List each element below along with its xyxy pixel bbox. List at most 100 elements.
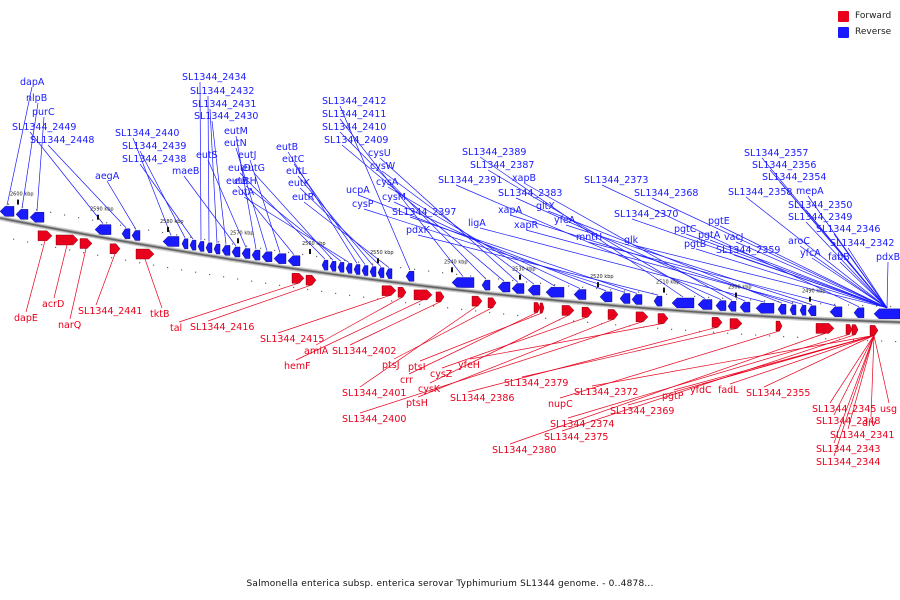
gene-label-eutl: eutL bbox=[286, 166, 308, 177]
scale-label: 2520 kbp bbox=[590, 274, 614, 280]
gene-arrow bbox=[135, 248, 155, 260]
leader-line bbox=[381, 170, 535, 285]
leader-line bbox=[25, 240, 46, 313]
leader-line bbox=[29, 131, 104, 224]
leader-line bbox=[235, 147, 268, 251]
gene-arrow bbox=[329, 261, 337, 272]
scale-dot bbox=[139, 262, 141, 264]
gene-arrow bbox=[181, 238, 189, 249]
gene-arrow bbox=[413, 289, 433, 301]
leader-line bbox=[833, 335, 875, 444]
gene-label-cysm: cysM bbox=[382, 192, 406, 203]
scale-dot bbox=[111, 257, 113, 259]
leader-line bbox=[139, 150, 186, 238]
gene-arrow bbox=[851, 324, 859, 335]
gene-label-sl1344_2375: SL1344_2375 bbox=[544, 432, 608, 443]
scale-dot bbox=[881, 340, 883, 342]
scale-dot bbox=[587, 321, 589, 323]
leader-line bbox=[886, 261, 889, 308]
gene-label-sl1344_2369: SL1344_2369 bbox=[610, 406, 674, 417]
gene-label-sl1344_2341: SL1344_2341 bbox=[830, 430, 894, 441]
scale-dot bbox=[321, 290, 323, 293]
leader-line bbox=[303, 201, 390, 268]
gene-label-cysk: cysK bbox=[418, 384, 441, 395]
gene-label-eute: eutE bbox=[226, 176, 248, 187]
gene-label-eutg: eutG bbox=[242, 163, 265, 174]
gene-label-sl1344_2402: SL1344_2402 bbox=[332, 346, 396, 357]
scale-dot bbox=[153, 264, 155, 266]
gene-arrow bbox=[727, 301, 737, 312]
scale-dot bbox=[349, 294, 351, 296]
scale-dot bbox=[391, 300, 393, 302]
gene-label-sl1344_2412: SL1344_2412 bbox=[322, 96, 386, 107]
leader-line bbox=[132, 137, 172, 236]
scale-dot bbox=[251, 280, 253, 282]
scale-dot bbox=[862, 304, 864, 307]
gene-arrow bbox=[599, 291, 613, 303]
scale-dot bbox=[825, 338, 827, 340]
gene-arrow bbox=[221, 245, 231, 256]
gene-arrow bbox=[755, 303, 775, 314]
leader-line bbox=[207, 159, 247, 248]
scale-dot bbox=[386, 265, 388, 267]
leader-line bbox=[387, 186, 556, 287]
gene-arrow bbox=[581, 306, 593, 318]
gene-label-purc: purC bbox=[32, 107, 55, 118]
gene-arrow bbox=[739, 301, 751, 313]
scale-dot bbox=[750, 299, 752, 301]
gene-label-sl1344_2438: SL1344_2438 bbox=[122, 154, 186, 165]
gene-label-sl1344_2449: SL1344_2449 bbox=[12, 122, 76, 133]
leader-line bbox=[21, 102, 39, 209]
legend-forward-label: Forward bbox=[855, 11, 892, 21]
gene-label-fabb: fabB bbox=[828, 252, 850, 263]
leader-line bbox=[839, 261, 888, 309]
scale-tick bbox=[597, 282, 599, 288]
scale-dot bbox=[120, 224, 122, 226]
gene-label-aega: aegA bbox=[95, 171, 120, 182]
gene-arrow bbox=[539, 302, 545, 314]
scale-dot bbox=[470, 275, 472, 277]
leader-line bbox=[811, 257, 888, 309]
gene-label-sl1344_2430: SL1344_2430 bbox=[194, 111, 258, 122]
gene-label-usg: usg bbox=[880, 404, 897, 415]
scale-dot bbox=[218, 241, 220, 243]
gene-arrow bbox=[251, 249, 261, 261]
gene-arrow bbox=[545, 286, 565, 298]
gene-label-sl1344_2415: SL1344_2415 bbox=[260, 334, 324, 345]
gene-label-eutk: eutK bbox=[288, 178, 311, 189]
gene-arrow bbox=[715, 300, 727, 311]
scale-dot bbox=[540, 282, 542, 284]
gene-label-sl1344_2397: SL1344_2397 bbox=[392, 207, 456, 218]
genome-backbone bbox=[0, 215, 900, 325]
gene-label-sl1344_2342: SL1344_2342 bbox=[830, 238, 894, 249]
gene-arrow bbox=[671, 297, 695, 309]
leader-line bbox=[833, 335, 875, 416]
scale-dot bbox=[554, 284, 556, 286]
scale-dot bbox=[288, 251, 290, 254]
gene-label-vacj: vacJ bbox=[724, 232, 743, 243]
scale-dot bbox=[722, 297, 724, 299]
gene-arrow bbox=[197, 241, 205, 252]
scale-dot bbox=[204, 238, 206, 241]
gene-label-pgta: pgtA bbox=[698, 230, 721, 241]
gene-arrow bbox=[37, 230, 53, 242]
backbone-core bbox=[0, 217, 900, 323]
gene-arrow bbox=[287, 255, 301, 266]
scale-label: 2600 kbp bbox=[10, 192, 34, 198]
leader-line bbox=[357, 194, 607, 292]
gene-label-yfdc: yfdC bbox=[690, 385, 712, 396]
leader-line bbox=[559, 330, 780, 399]
leader-line bbox=[523, 182, 733, 301]
leader-line bbox=[36, 116, 45, 212]
scale-dot bbox=[64, 214, 66, 216]
gene-arrow bbox=[305, 274, 317, 286]
scale-dot bbox=[167, 266, 169, 269]
reverse-gene-labels: dapAnlpBpurCSL1344_2449SL1344_2448aegASL… bbox=[6, 72, 900, 309]
leader-line bbox=[295, 299, 424, 361]
leader-line bbox=[417, 234, 659, 296]
gene-label-euta: eutA bbox=[232, 187, 255, 198]
scale-dot bbox=[162, 231, 164, 234]
gene-label-hemf: hemF bbox=[284, 361, 311, 372]
leader-line bbox=[709, 239, 888, 309]
gene-arrow bbox=[511, 283, 525, 294]
